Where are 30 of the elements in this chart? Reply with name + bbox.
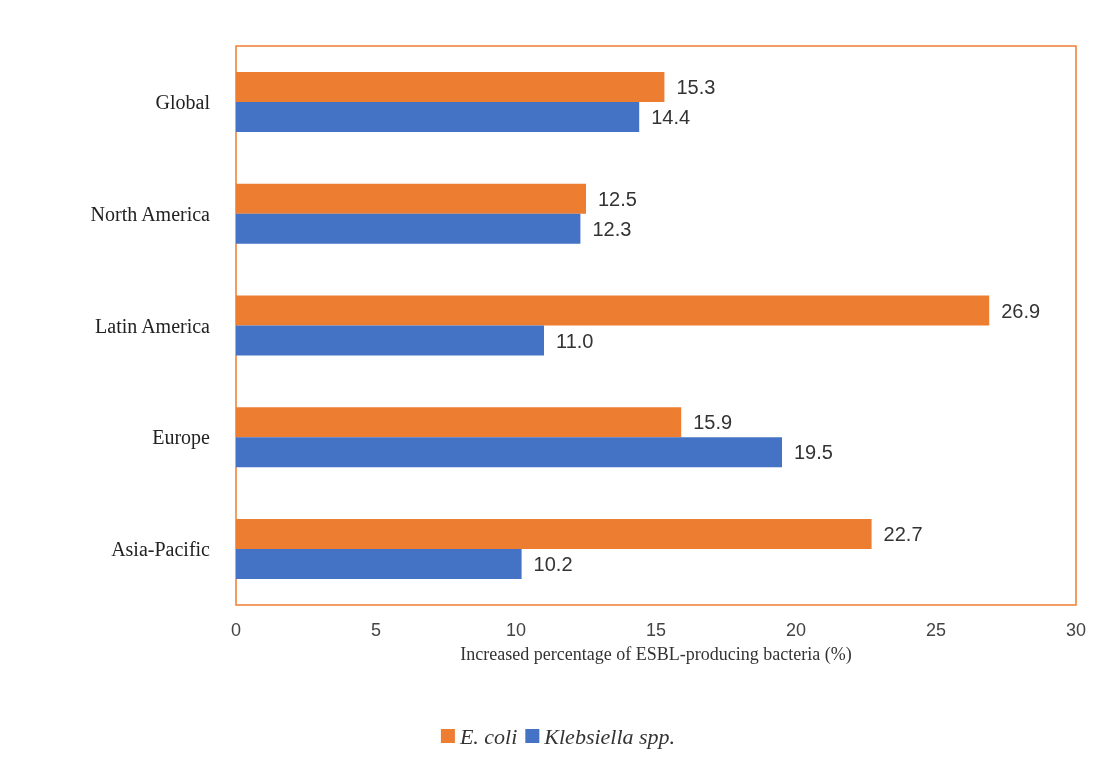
data-label: 22.7 (883, 523, 923, 546)
x-tick-label: 20 (785, 620, 807, 640)
bar (236, 101, 640, 132)
data-label: 15.9 (693, 411, 733, 434)
bar (236, 549, 522, 580)
x-axis-title: Increased percentage of ESBL-producing bacteria (%) (460, 644, 852, 665)
legend-label: Klebsiella spp. (543, 723, 676, 749)
y-tick-label: North America (90, 202, 211, 225)
data-label: 14.4 (651, 105, 691, 128)
data-label: 12.5 (598, 187, 637, 210)
x-tick-label: 10 (505, 620, 527, 640)
x-tick-label: 0 (230, 620, 242, 640)
data-label: 10.2 (533, 553, 573, 576)
y-tick-label: Asia-Pacific (111, 538, 211, 561)
bar (236, 213, 581, 244)
y-tick-label: Europe (152, 426, 211, 450)
x-tick-label: 15 (645, 620, 667, 640)
x-tick-label: 5 (370, 620, 382, 640)
data-label: 11.0 (556, 329, 594, 352)
data-label: 12.3 (592, 217, 632, 240)
data-label: 15.3 (676, 75, 716, 98)
bar (236, 437, 782, 468)
y-tick-label: Latin America (95, 314, 211, 337)
bar (236, 325, 544, 356)
data-label: 19.5 (794, 441, 833, 464)
x-tick-label: 25 (925, 620, 947, 640)
x-tick-label: 30 (1065, 620, 1087, 640)
data-label: 26.9 (1001, 299, 1041, 322)
legend-label: E. coli (458, 723, 518, 749)
y-tick-label: Global (155, 90, 211, 113)
